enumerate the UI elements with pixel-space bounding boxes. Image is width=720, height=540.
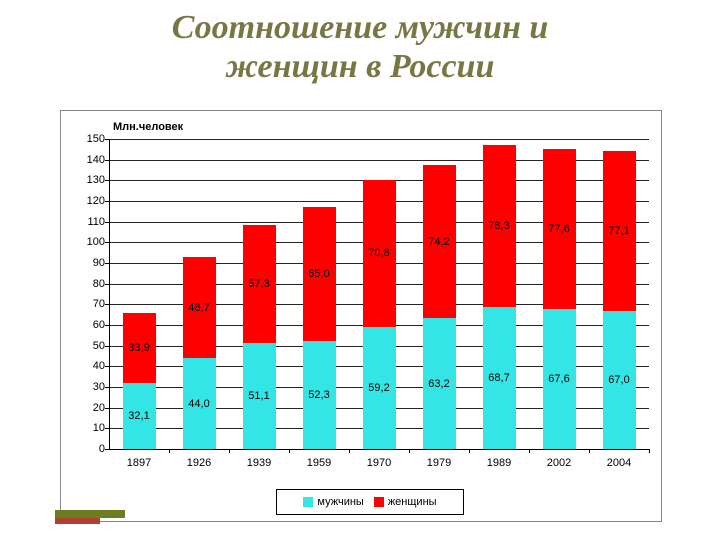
y-tick-label: 140	[79, 154, 105, 166]
x-tick-mark	[229, 449, 230, 453]
bar-label-women: 65,0	[308, 268, 329, 280]
y-tick-label: 150	[79, 133, 105, 145]
x-tick-mark	[409, 449, 410, 453]
legend: мужчины женщины	[276, 489, 464, 515]
legend-item: мужчины	[303, 496, 363, 508]
y-tick-label: 90	[79, 257, 105, 269]
slide: Соотношение мужчин и женщин в России Млн…	[0, 0, 720, 540]
y-tick-label: 120	[79, 195, 105, 207]
bar-label-women: 77,1	[608, 225, 629, 237]
bar-label-men: 32,1	[128, 410, 149, 422]
legend-swatch	[374, 497, 384, 507]
bar-label-women: 77,6	[548, 223, 569, 235]
x-tick-mark	[469, 449, 470, 453]
y-tick-label: 60	[79, 319, 105, 331]
x-tick-label: 1926	[187, 457, 211, 469]
title-line-1: Соотношение мужчин и	[172, 9, 549, 46]
decorative-accent-bar	[55, 510, 125, 518]
y-tick-label: 40	[79, 360, 105, 372]
gridline	[109, 139, 649, 140]
x-tick-label: 1939	[247, 457, 271, 469]
x-tick-mark	[169, 449, 170, 453]
x-tick-label: 1979	[427, 457, 451, 469]
bar-label-women: 70,8	[368, 247, 389, 259]
bar-label-men: 67,0	[608, 374, 629, 386]
bar-label-women: 33,9	[128, 342, 149, 354]
x-tick-label: 1989	[487, 457, 511, 469]
bar-label-women: 48,7	[188, 302, 209, 314]
bar-label-women: 57,3	[248, 278, 269, 290]
y-tick-label: 30	[79, 381, 105, 393]
y-axis-title: Млн.человек	[113, 121, 183, 133]
chart-frame: Млн.человек 32,1 33,9 44,0 48,7 51,1 57,3 52,3…	[60, 110, 662, 522]
legend-label: женщины	[388, 496, 437, 508]
x-tick-label: 2004	[607, 457, 631, 469]
legend-swatch	[303, 497, 313, 507]
x-tick-mark	[649, 449, 650, 453]
bar-label-men: 59,2	[368, 382, 389, 394]
x-tick-mark	[349, 449, 350, 453]
y-tick-label: 70	[79, 298, 105, 310]
slide-title: Соотношение мужчин и женщин в России	[40, 8, 680, 86]
bar-label-men: 63,2	[428, 378, 449, 390]
x-tick-label: 1970	[367, 457, 391, 469]
y-axis-line	[109, 139, 110, 449]
x-axis-line	[109, 449, 649, 450]
bar-label-men: 52,3	[308, 389, 329, 401]
x-tick-mark	[289, 449, 290, 453]
x-tick-label: 2002	[547, 457, 571, 469]
y-tick-label: 10	[79, 422, 105, 434]
y-tick-label: 20	[79, 402, 105, 414]
y-tick-label: 80	[79, 278, 105, 290]
title-line-2: женщин в России	[226, 48, 495, 85]
x-tick-mark	[589, 449, 590, 453]
x-tick-mark	[529, 449, 530, 453]
y-tick-label: 130	[79, 174, 105, 186]
bar-label-women: 74,2	[428, 236, 449, 248]
bar-label-men: 67,6	[548, 373, 569, 385]
legend-label: мужчины	[317, 496, 363, 508]
x-tick-label: 1897	[127, 457, 151, 469]
x-tick-label: 1959	[307, 457, 331, 469]
bar-label-women: 78,3	[488, 220, 509, 232]
legend-item: женщины	[374, 496, 437, 508]
y-tick-label: 50	[79, 340, 105, 352]
y-tick-label: 0	[79, 443, 105, 455]
y-tick-label: 100	[79, 236, 105, 248]
decorative-accent-bar-2	[55, 518, 100, 524]
plot-area: 32,1 33,9 44,0 48,7 51,1 57,3 52,3 65,0 59,2 70,8…	[109, 139, 649, 449]
bar-label-men: 51,1	[248, 390, 269, 402]
bar-label-men: 68,7	[488, 372, 509, 384]
y-tick-label: 110	[79, 216, 105, 228]
bar-label-men: 44,0	[188, 398, 209, 410]
